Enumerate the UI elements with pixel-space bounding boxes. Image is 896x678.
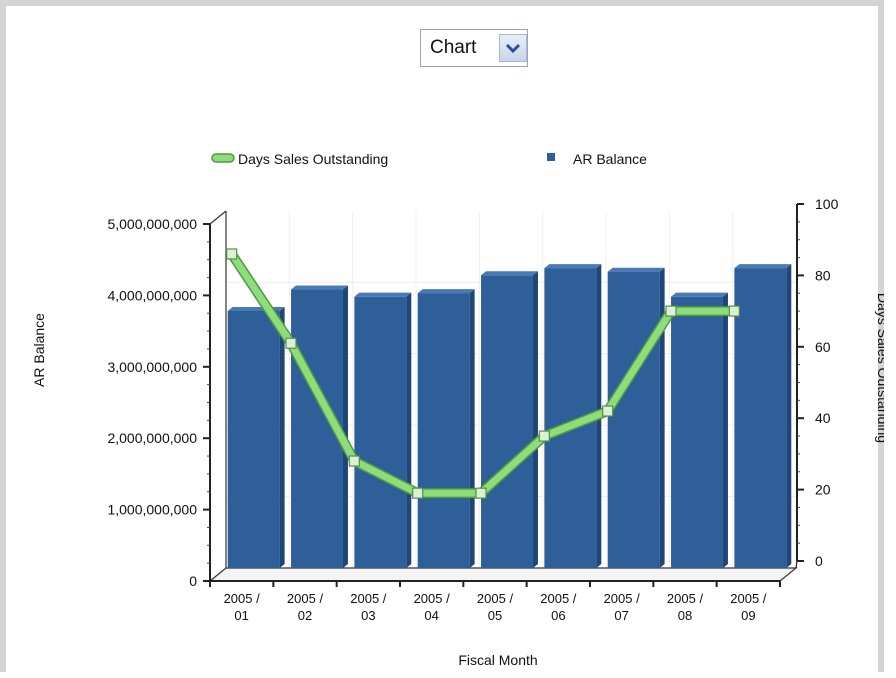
bar-side (279, 306, 285, 568)
y-axis-left-tick-label: 5,000,000,000 (107, 216, 197, 232)
bar (417, 289, 475, 568)
dso-point (226, 248, 238, 260)
bar-side (342, 285, 348, 568)
plot-floor (208, 567, 798, 582)
x-axis-tick-label: 2005 /07 (604, 591, 641, 623)
x-axis-tick-label: 2005 /04 (414, 591, 451, 623)
bar-front (417, 293, 470, 568)
y-axis-left-tick-label: 3,000,000,000 (107, 359, 197, 375)
x-axis-tick-label: 2005 /02 (287, 591, 324, 623)
x-axis-tick-label: 2005 /09 (730, 591, 767, 623)
bar-front (227, 310, 280, 568)
x-axis-tick-label: 2005 /03 (350, 591, 387, 623)
y-axis-left-tick-label: 2,000,000,000 (107, 430, 197, 446)
bar (354, 292, 412, 568)
bar (607, 267, 665, 568)
legend-label-ar: AR Balance (573, 151, 647, 167)
bar-top (291, 285, 348, 290)
bar-side (469, 289, 475, 568)
legend-swatch-ar (547, 153, 555, 161)
y-axis-left-tick-label: 1,000,000,000 (107, 502, 197, 518)
x-axis-title: Fiscal Month (458, 652, 537, 668)
y-axis-left-tick-label: 4,000,000,000 (107, 287, 197, 303)
bar (481, 271, 538, 568)
left-wall-top-edge (209, 210, 227, 225)
y-axis-right-tick-label: 20 (815, 482, 831, 498)
bar-top (481, 271, 538, 276)
combo-chart: 0 1,000,000,000 2,000,000,000 3,000,000,000… (31, 151, 884, 668)
bar-top (607, 267, 665, 272)
legend (211, 153, 555, 163)
bar-side (532, 271, 538, 568)
dso-point (475, 487, 487, 499)
bar-top (734, 264, 792, 269)
bars-group (227, 264, 792, 568)
x-axis-tick-label: 2005 /06 (540, 591, 577, 623)
bar (227, 306, 285, 568)
dso-point (665, 305, 677, 317)
bar-front (481, 275, 533, 568)
dso-point (602, 405, 614, 417)
y-axis-right-tick-label: 100 (815, 196, 839, 212)
bar-top (227, 306, 285, 311)
bar (671, 292, 728, 568)
legend-swatch-dso (211, 153, 235, 163)
legend-label-dso: Days Sales Outstanding (238, 151, 388, 167)
x-axis-tick-label: 2005 /08 (667, 591, 704, 623)
y-axis-right-tick-label: 80 (815, 267, 831, 283)
dso-point (285, 337, 297, 349)
dso-line-group (226, 248, 740, 499)
dso-point (412, 487, 424, 499)
view-selector-value: Chart (430, 37, 477, 58)
view-selector-dropdown[interactable]: Chart (420, 29, 528, 67)
y-axis-right-title: Days Sales Outstanding (875, 293, 884, 443)
bar-front (734, 268, 787, 568)
bar-side (659, 267, 665, 568)
y-axis-left-tick-label: 0 (189, 573, 197, 589)
bar-top (671, 292, 728, 297)
bar (734, 264, 792, 568)
y-axis-right-tick-label: 0 (815, 553, 823, 569)
bar-top (544, 264, 602, 269)
bar-side (786, 264, 792, 568)
x-axis-tick-label: 2005 /01 (224, 591, 261, 623)
dso-point (728, 305, 740, 317)
y-axis-right-tick-label: 40 (815, 410, 831, 426)
x-axis-tick-label: 2005 /05 (477, 591, 514, 623)
dso-point (348, 455, 360, 467)
bar-front (671, 296, 723, 568)
bar-front (354, 296, 407, 568)
bar-side (406, 292, 412, 568)
chart-panel: Chart 0 1,000,000,000 2,000,000,000 3,000,0… (0, 0, 884, 672)
y-axis-right-tick-label: 60 (815, 339, 831, 355)
dso-point (538, 430, 550, 442)
bar-top (417, 289, 475, 294)
y-axis-right-connector (795, 560, 798, 569)
chevron-down-icon[interactable] (499, 34, 527, 62)
bar-front (607, 271, 660, 568)
y-axis-left-title: AR Balance (31, 313, 47, 387)
bar-top (354, 292, 412, 297)
bar-side (722, 292, 728, 568)
